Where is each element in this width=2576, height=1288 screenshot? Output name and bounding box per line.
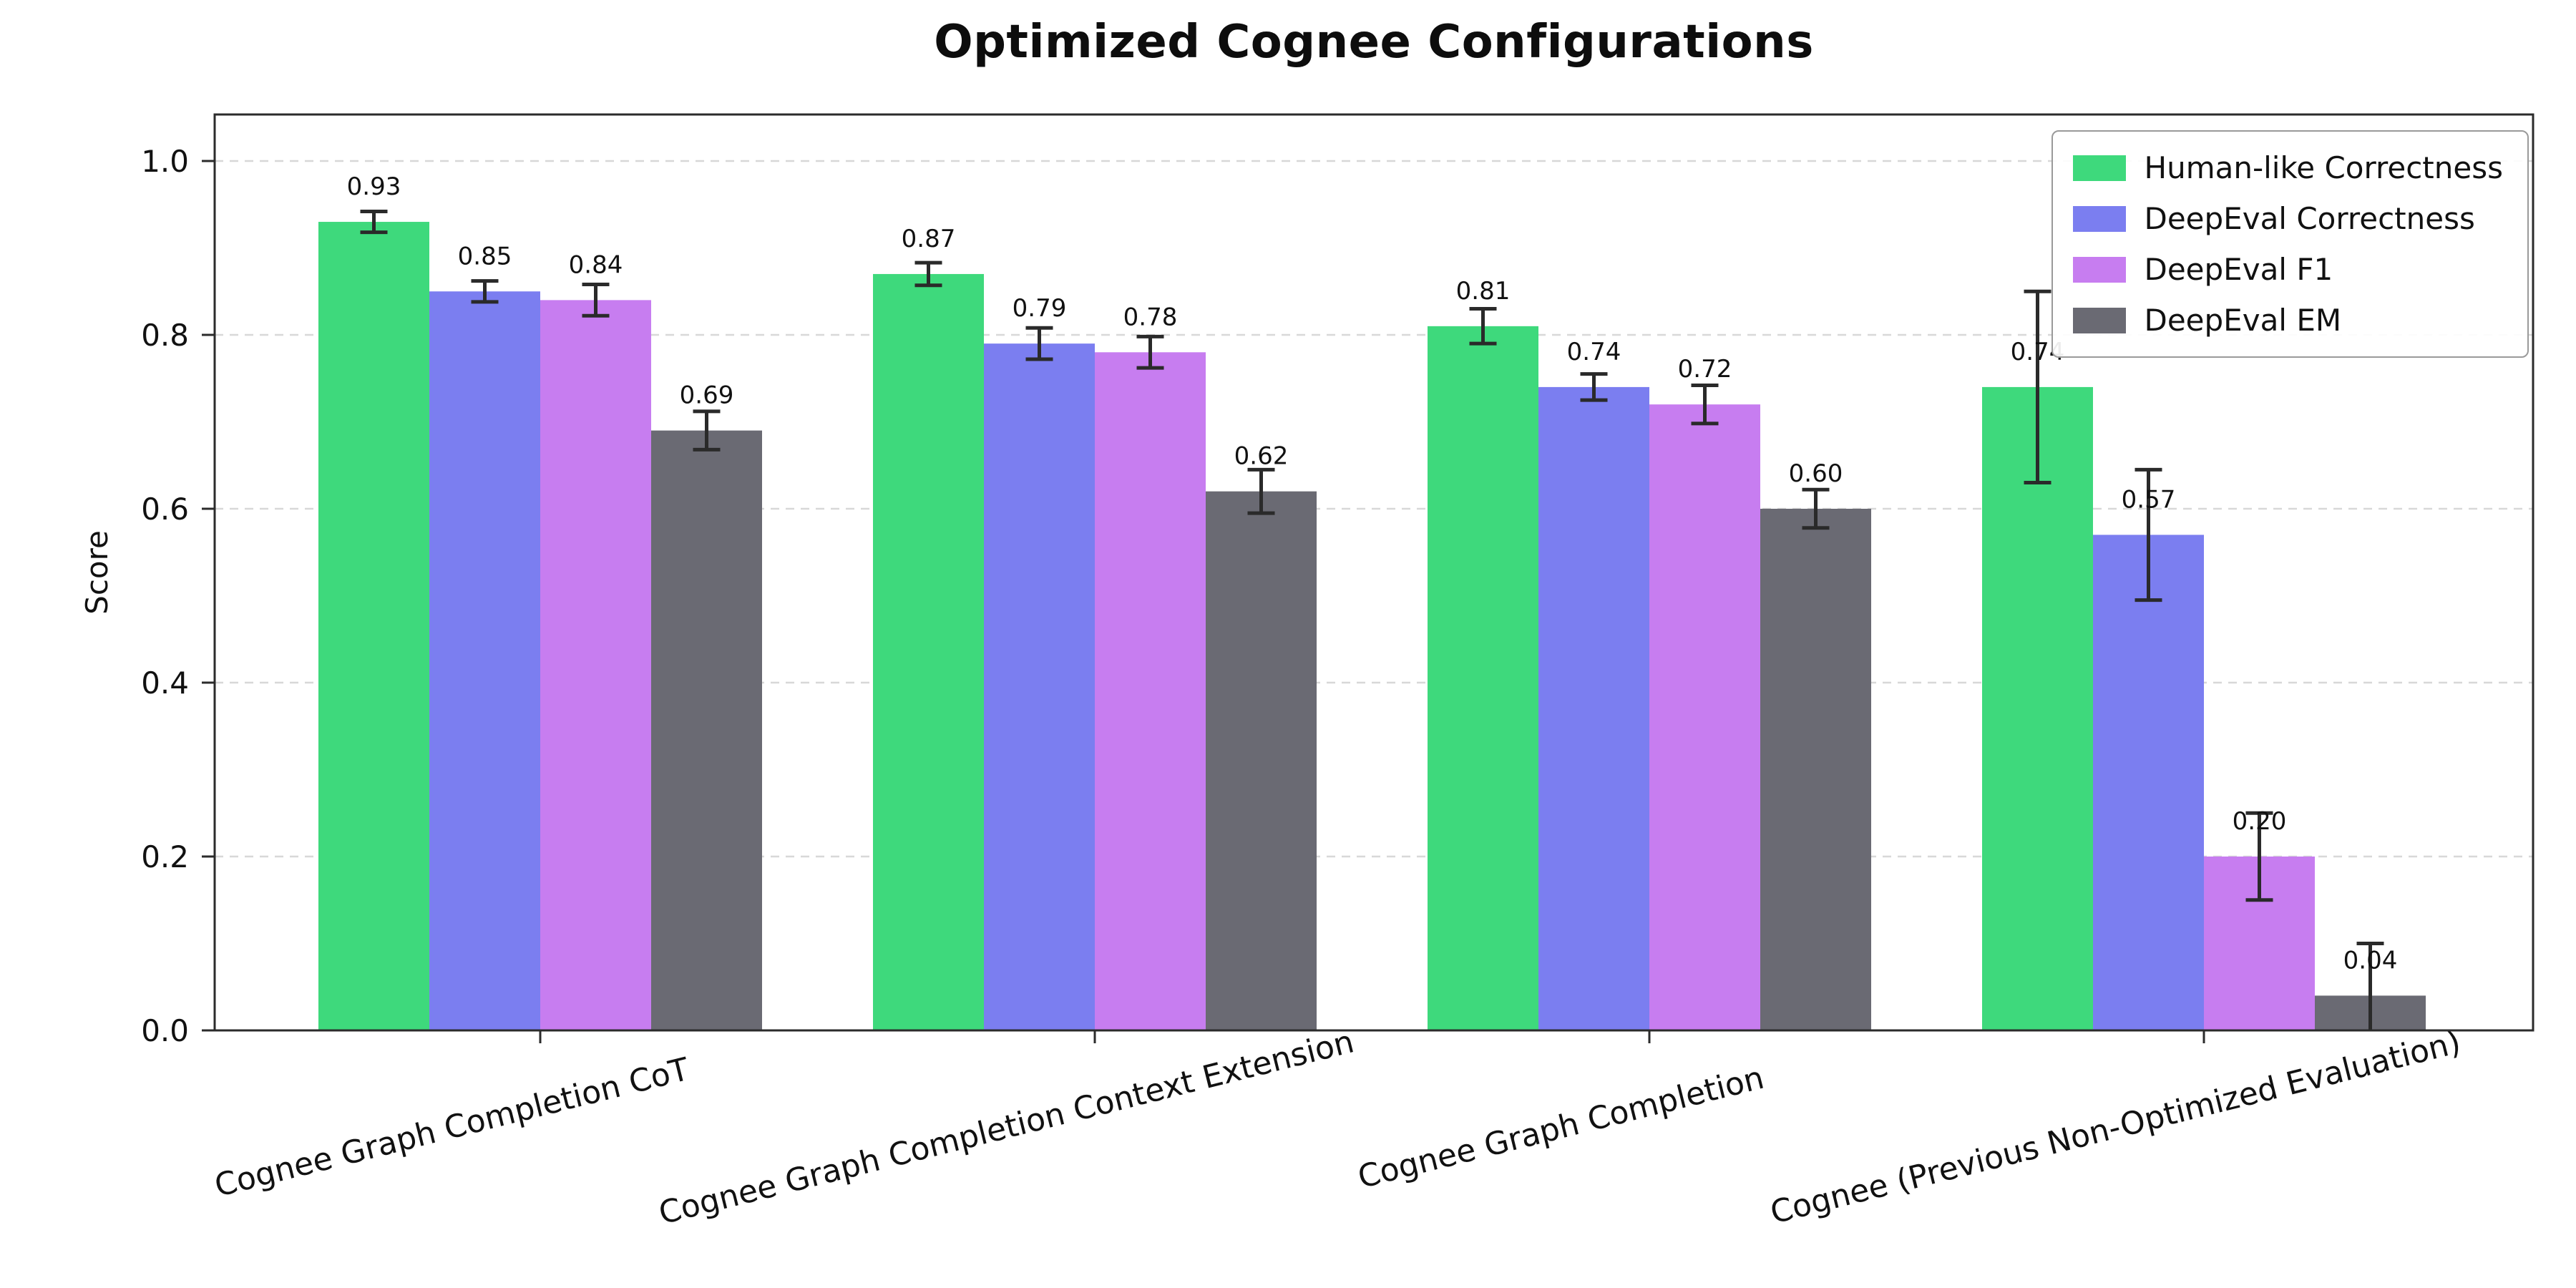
y-tick-label: 0.8 (141, 318, 189, 353)
chart-title: Optimized Cognee Configurations (934, 16, 1814, 69)
bar (1428, 326, 1538, 1031)
bar (873, 273, 984, 1031)
bar (318, 222, 429, 1030)
legend-item: DeepEval Correctness (2072, 201, 2504, 236)
value-label: 0.78 (1123, 303, 1178, 331)
plot-border (213, 113, 2534, 1032)
y-tick-label: 0.6 (141, 492, 189, 527)
bar (984, 343, 1095, 1030)
value-label: 0.57 (2122, 485, 2176, 514)
value-label: 0.85 (458, 242, 512, 270)
bar (1538, 386, 1649, 1030)
legend-item: Human-like Correctness (2072, 150, 2504, 185)
legend-item: DeepEval EM (2072, 303, 2504, 338)
value-label: 0.84 (569, 250, 623, 279)
bar (1206, 491, 1317, 1030)
value-label: 0.04 (2343, 946, 2398, 975)
legend-swatch (2072, 256, 2126, 283)
legend-swatch (2072, 155, 2126, 181)
bar (540, 300, 651, 1030)
legend: Human-like Correctness DeepEval Correctne… (2051, 130, 2529, 358)
y-tick-label: 0.0 (141, 1013, 189, 1048)
value-label: 0.79 (1013, 294, 1067, 323)
bar (429, 291, 540, 1030)
y-tick-label: 0.2 (141, 839, 189, 874)
x-tick-label: Cognee Graph Completion Context Extensio… (655, 1023, 1358, 1231)
value-label: 0.20 (2233, 807, 2287, 836)
bar (1982, 386, 2093, 1030)
value-label: 0.69 (680, 381, 734, 410)
bar (1649, 404, 1760, 1030)
bar (651, 430, 762, 1030)
legend-label: DeepEval Correctness (2144, 201, 2475, 236)
x-tick-label: Cognee Graph Completion (1355, 1060, 1768, 1196)
value-label: 0.72 (1678, 355, 1732, 384)
y-tick-label: 1.0 (141, 144, 189, 179)
legend-swatch (2072, 205, 2126, 232)
value-label: 0.60 (1789, 459, 1843, 488)
legend-swatch (2072, 307, 2126, 333)
y-axis-label: Score (79, 530, 114, 615)
legend-item: DeepEval F1 (2072, 252, 2504, 287)
x-tick-label: Cognee Graph Completion CoT (211, 1051, 693, 1204)
bar (1095, 352, 1206, 1030)
value-label: 0.81 (1456, 277, 1511, 306)
bar (2093, 535, 2204, 1030)
legend-label: DeepEval EM (2144, 303, 2342, 338)
value-label: 0.74 (1567, 338, 1621, 366)
bar (1760, 509, 1871, 1030)
value-label: 0.87 (902, 225, 956, 253)
value-label: 0.62 (1234, 442, 1289, 471)
x-tick-label: Cognee (Previous Non-Optimized Evaluatio… (1767, 1024, 2464, 1231)
value-label: 0.93 (347, 172, 401, 201)
y-tick-label: 0.4 (141, 665, 189, 701)
legend-label: DeepEval F1 (2144, 252, 2333, 287)
legend-label: Human-like Correctness (2144, 150, 2504, 185)
